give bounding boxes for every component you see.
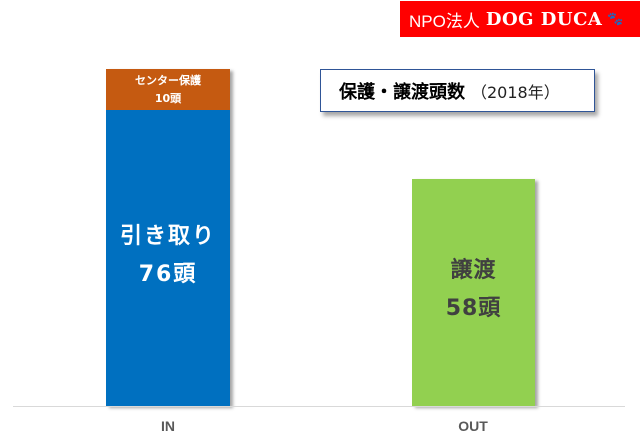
- segment-value: 76頭: [138, 262, 198, 287]
- bar-out: 譲渡 58頭: [412, 179, 535, 406]
- bar-segment-center-protection: センター保護 10頭: [106, 69, 230, 110]
- x-tick-in: IN: [161, 418, 175, 434]
- segment-label: センター保護: [135, 73, 201, 87]
- bar-in: センター保護 10頭 引き取り 76頭: [106, 69, 230, 406]
- logo-npo-text: NPO法人: [409, 11, 480, 31]
- chart-subtitle: （2018年）: [471, 82, 560, 102]
- x-tick-out: OUT: [458, 418, 488, 434]
- chart-title-box: 保護・譲渡頭数 （2018年）: [320, 69, 595, 112]
- segment-value: 58頭: [445, 296, 502, 321]
- logo-banner: NPO法人 DOG DUCA 🐾: [400, 1, 640, 37]
- x-axis-line: [13, 406, 625, 407]
- segment-label: 譲渡: [450, 258, 497, 283]
- chart-title: 保護・譲渡頭数: [339, 81, 465, 103]
- segment-value: 10頭: [154, 91, 182, 105]
- segment-label: 引き取り: [119, 224, 216, 249]
- paw-icon: 🐾: [607, 11, 624, 27]
- bar-segment-takeover: 引き取り 76頭: [106, 110, 230, 406]
- logo-name-text: DOG DUCA: [485, 8, 603, 30]
- bar-segment-adoption: 譲渡 58頭: [412, 179, 535, 406]
